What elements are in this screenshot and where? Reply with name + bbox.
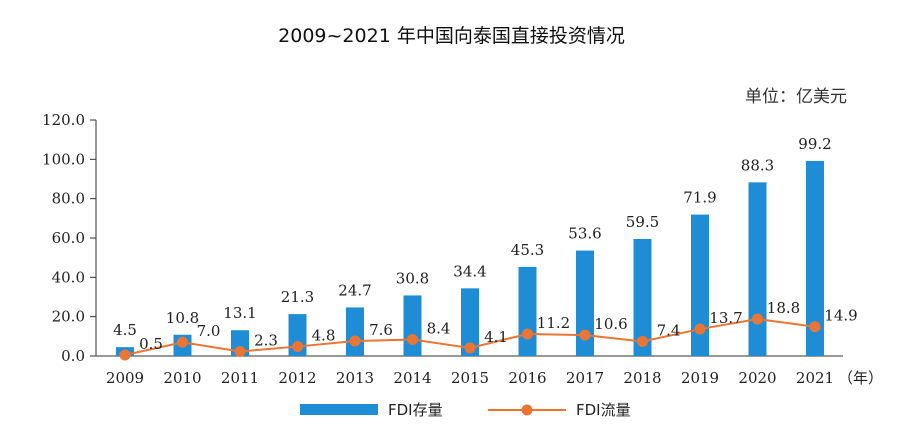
flow-data-label: 4.1 [484,328,508,346]
bar-data-label: 99.2 [798,135,831,153]
legend: FDI存量 FDI流量 [300,401,631,419]
flow-data-label: 7.4 [657,321,681,339]
flow-point [752,313,763,325]
flow-data-label: 13.7 [709,309,742,327]
flow-point [464,342,476,354]
flow-point [177,336,188,348]
bar-data-label: 4.5 [113,321,137,339]
bar-data-label: 59.5 [626,213,659,231]
bar [633,238,652,356]
bar-data-label: 45.3 [511,241,544,259]
x-tick-label: 2021 [796,369,834,387]
y-tick-label: 80.0 [52,190,85,208]
bar [461,288,479,356]
flow-data-label: 7.6 [369,321,393,339]
x-tick-label: 2016 [508,369,546,387]
legend-label-fdi-flow: FDI流量 [576,401,631,419]
bar-data-label: 10.8 [166,309,199,327]
bar [748,182,767,356]
bar [576,250,594,356]
y-tick-label: 100.0 [42,150,85,168]
legend-label-fdi-stock: FDI存量 [388,401,443,419]
x-tick-label: 2015 [451,369,489,387]
x-axis-unit-label: （年） [838,369,883,387]
bar [691,214,709,356]
unit-label: 单位：亿美元 [745,87,847,107]
bar-data-label: 34.4 [453,262,486,280]
flow-data-label: 0.5 [139,335,163,353]
bar-data-label: 13.1 [223,304,256,322]
flow-point [809,321,821,333]
flow-data-label: 7.0 [197,322,221,340]
bar [346,307,364,356]
flow-data-label: 14.9 [824,307,857,325]
x-tick-label: 2017 [566,369,604,387]
y-tick-label: 60.0 [52,229,85,247]
y-axis: 0.0 20.0 40.0 60.0 80.0 100.0 120.0 [42,111,97,365]
bar [403,295,422,356]
flow-data-label: 4.8 [312,327,336,345]
chart-title: 2009~2021 年中国向泰国直接投资情况 [278,25,625,47]
x-tick-label: 2013 [336,369,374,387]
y-tick-label: 40.0 [52,268,85,286]
x-tick-label: 2020 [738,369,776,387]
legend-swatch-marker [521,404,533,416]
bar-data-label: 88.3 [741,156,774,174]
line-series-fdi-flow: 0.5 7.0 2.3 4.8 7.6 8.4 4.1 11.2 10.6 7.4 13.7 18.8… [119,299,858,361]
x-axis: 2009 2010 2011 2012 2013 2014 2015 2016 2017 2018… [96,355,883,387]
flow-data-label: 10.6 [594,315,627,333]
flow-data-label: 18.8 [767,299,800,317]
x-tick-label: 2009 [106,369,144,387]
bar-data-label: 71.9 [683,189,716,207]
y-tick-label: 120.0 [42,111,85,129]
bar-data-label: 53.6 [568,225,601,243]
x-tick-label: 2014 [393,369,431,387]
bar-data-label: 21.3 [281,288,314,306]
bar-data-label: 24.7 [338,281,371,299]
y-tick-label: 0.0 [61,347,85,365]
flow-point [349,335,361,347]
x-tick-label: 2012 [278,369,316,387]
flow-data-label: 11.2 [537,314,570,332]
flow-point [292,341,303,353]
x-tick-label: 2011 [221,369,259,387]
flow-point [694,323,706,335]
flow-data-label: 2.3 [254,331,278,349]
flow-point [234,345,246,357]
flow-point [407,333,418,345]
legend-swatch-bar [300,404,378,415]
flow-point [522,328,533,340]
x-tick-label: 2019 [681,369,719,387]
flow-data-label: 8.4 [427,319,451,337]
y-tick-label: 20.0 [52,308,85,326]
bar [518,266,537,356]
bar [806,160,824,356]
x-tick-label: 2018 [623,369,661,387]
flow-point [637,335,648,347]
x-tick-label: 2010 [163,369,201,387]
bar-data-label: 30.8 [396,269,429,287]
flow-point [579,329,591,341]
flow-point [119,349,131,361]
